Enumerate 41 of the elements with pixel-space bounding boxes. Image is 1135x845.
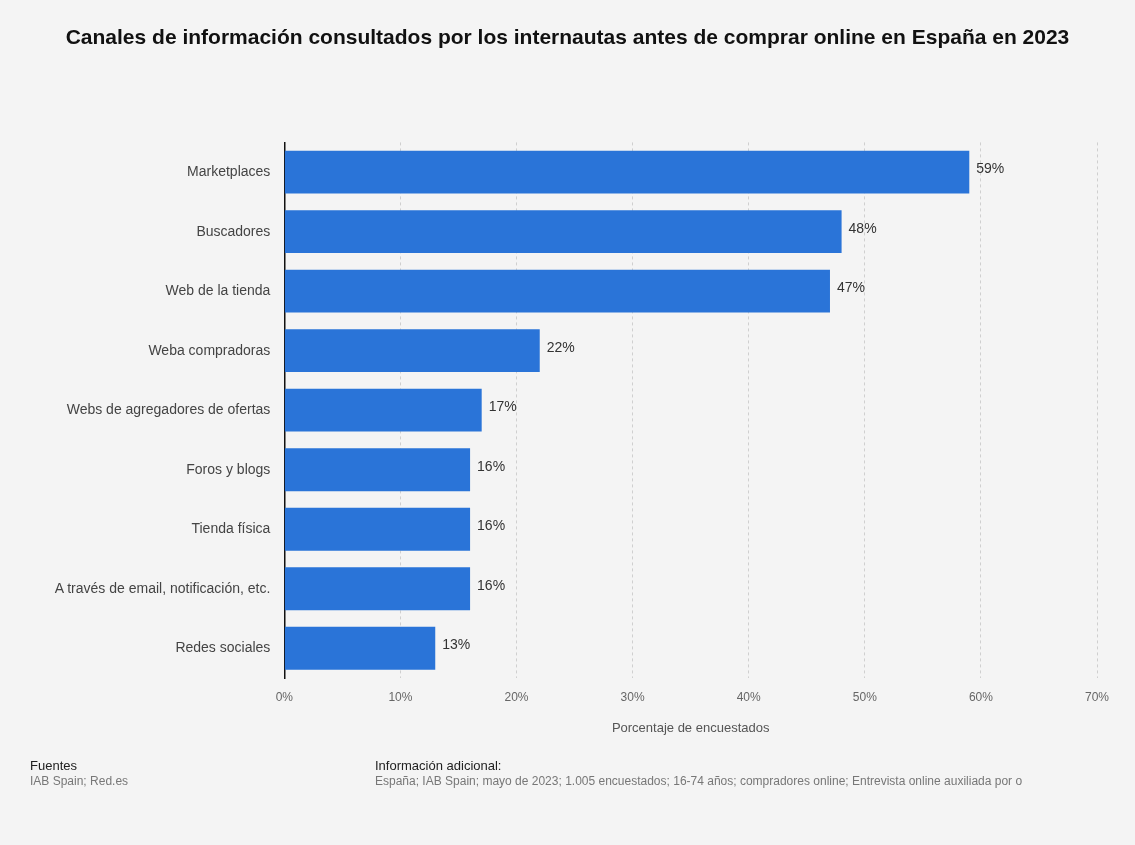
y-tick-label: A través de email, notificación, etc. — [54, 579, 271, 596]
data-label: 16% — [477, 517, 506, 534]
y-tick-label: Web de la tienda — [165, 282, 271, 299]
data-label: 16% — [477, 576, 506, 593]
bar — [284, 626, 436, 670]
x-tick-label: 70% — [1084, 689, 1110, 704]
data-label: 22% — [546, 338, 575, 355]
data-label: 17% — [488, 398, 517, 415]
y-tick-label: Redes sociales — [175, 639, 271, 656]
x-tick-label: 50% — [852, 689, 878, 704]
bar — [284, 150, 970, 194]
x-tick-label: 0% — [275, 689, 294, 704]
y-tick-label: Buscadores — [196, 222, 271, 239]
bar — [284, 269, 830, 313]
bar — [284, 507, 471, 551]
data-label: 16% — [477, 457, 506, 474]
y-tick-label: Tienda física — [191, 520, 271, 537]
y-tick-label: Webs de agregadores de ofertas — [66, 401, 271, 418]
x-tick-label: 30% — [620, 689, 645, 704]
x-tick-label: 60% — [968, 689, 994, 704]
y-tick-label: Weba compradoras — [148, 341, 271, 358]
text: Información adicional: — [375, 758, 502, 773]
bar — [284, 388, 482, 432]
data-label: 59% — [976, 160, 1005, 177]
bar — [284, 329, 540, 373]
x-tick-label: 20% — [504, 689, 529, 704]
data-label: 47% — [836, 279, 866, 296]
y-tick-label: Foros y blogs — [186, 460, 271, 477]
text: Fuentes — [30, 758, 77, 773]
bar — [284, 448, 471, 492]
x-tick-label: 40% — [736, 689, 762, 704]
text: España; IAB Spain; mayo de 2023; 1.005 encuestados; 16-74 años; compradores online; Entrevista online auxiliada por o — [375, 774, 1024, 789]
data-label: 13% — [442, 636, 471, 653]
text: IAB Spain; Red.es — [30, 774, 130, 789]
x-axis-title: Porcentaje de encuestados — [611, 719, 770, 735]
chart-title: Canales de información consultados por los internautas antes de comprar online en España en 2023 — [64, 24, 1071, 50]
data-label: 48% — [848, 219, 877, 236]
bar — [284, 210, 842, 254]
y-tick-label: Marketplaces — [187, 163, 271, 180]
x-tick-label: 10% — [388, 689, 413, 704]
bar — [284, 567, 471, 611]
